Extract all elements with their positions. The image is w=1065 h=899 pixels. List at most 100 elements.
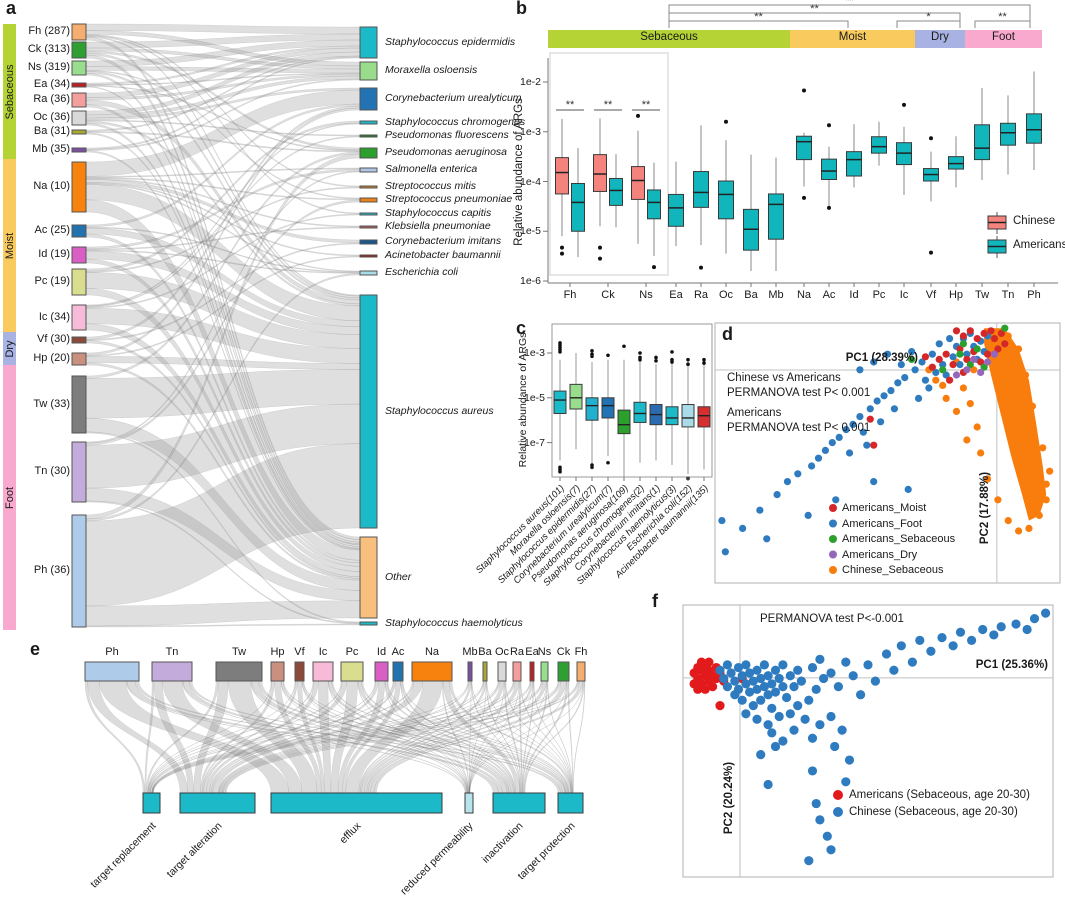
e-site-node-Ra <box>512 661 522 682</box>
f-point-Chinese <box>722 682 733 692</box>
c-box <box>601 397 615 419</box>
b-sig-stars: ** <box>754 11 763 23</box>
f-point-Chinese <box>733 662 744 673</box>
sankey-node-Ic <box>71 304 87 331</box>
f-point-Chinese <box>804 695 814 705</box>
b-box <box>668 193 684 227</box>
d-point-Americans_Foot <box>863 441 871 449</box>
f-point-Chinese <box>907 657 918 667</box>
c-plot-border <box>551 323 713 478</box>
f-point-Chinese <box>881 649 892 659</box>
f-point-Chinese <box>793 665 803 675</box>
c-outlier <box>654 359 658 363</box>
b-box <box>1026 113 1042 144</box>
d-point-Americans_Foot <box>956 361 964 369</box>
c-box <box>617 409 631 435</box>
d-point-Chinese_Sebaceous <box>963 436 971 444</box>
c-outlier <box>638 357 642 362</box>
sankey-node-oth <box>359 536 378 619</box>
b-box <box>609 178 623 206</box>
f-point-Chinese <box>804 856 814 866</box>
d-point-Americans_Moist <box>956 345 964 353</box>
d-point-Americans_Moist <box>963 355 971 363</box>
b-sig-bracket <box>668 20 849 28</box>
d-point-Chinese_Sebaceous <box>959 384 968 392</box>
b-outlier <box>827 205 831 210</box>
c-outlier <box>622 344 626 349</box>
d-point-Chinese_Sebaceous <box>1042 496 1050 504</box>
d-point-Americans_Dry <box>977 368 985 376</box>
c-outlier <box>702 357 706 362</box>
d-point-Americans_Foot <box>904 485 912 493</box>
f-point-Chinese <box>815 815 825 825</box>
f-point-Chinese <box>733 684 744 694</box>
b-outlier <box>902 102 906 107</box>
e-site-node-Fh <box>576 661 586 682</box>
f-point-Chinese <box>767 728 777 738</box>
sankey-node-ure <box>359 87 378 111</box>
b-band <box>915 30 965 48</box>
f-point-Chinese <box>807 766 818 776</box>
b-outlier <box>802 88 806 93</box>
d-point-Chinese_Sebaceous <box>939 381 947 389</box>
f-point-Americans <box>700 660 710 670</box>
sankey-node-Fh <box>71 23 87 41</box>
b-sig-stars: ** <box>845 0 854 7</box>
d-point-Americans_Foot <box>842 426 850 434</box>
d-point-Americans_Foot <box>859 428 867 436</box>
d-point-Americans_Foot <box>918 358 926 366</box>
b-box <box>571 182 585 232</box>
b-outlier <box>560 251 564 256</box>
f-point-Chinese <box>830 741 840 752</box>
sankey-node-Vf <box>71 336 87 344</box>
f-point-Chinese <box>756 695 766 705</box>
b-pair-sig-stars: ** <box>604 99 613 111</box>
site-group-band <box>3 24 16 159</box>
f-point-Chinese <box>844 755 855 765</box>
f-point-Chinese <box>741 709 751 719</box>
d-point-Americans_Foot <box>721 548 729 556</box>
b-box <box>821 158 837 181</box>
d-point-Americans_Foot <box>756 506 764 514</box>
b-outlier <box>929 250 933 255</box>
b-outlier <box>652 265 656 270</box>
e-site-node-Tw <box>215 661 263 682</box>
f-point-Chinese <box>863 660 873 670</box>
d-point-Americans_Moist <box>928 363 936 371</box>
b-highlight-box <box>549 52 669 276</box>
d-point-Americans_Moist <box>997 329 1005 337</box>
d-point-Americans_Moist <box>921 353 930 361</box>
d-point-Americans_Dry <box>963 366 971 374</box>
d-point-Americans_Foot <box>763 535 771 543</box>
d-point-Americans_Moist <box>980 329 988 337</box>
e-site-node-Hp <box>270 661 285 682</box>
f-point-Chinese <box>722 660 733 670</box>
f-point-Chinese <box>763 779 773 790</box>
b-box <box>718 180 734 220</box>
d-point-Chinese_Sebaceous <box>1021 371 1030 379</box>
b-outlier <box>560 245 564 250</box>
d-legend-dot <box>829 566 837 574</box>
b-box <box>846 151 862 177</box>
f-point-Chinese <box>748 701 758 711</box>
d-point-Americans_Foot <box>942 371 950 379</box>
sankey-node-Ea <box>71 82 87 88</box>
sankey-node-eco <box>359 270 378 276</box>
d-border <box>714 322 1061 584</box>
d-point-Americans_Sebaceous <box>980 363 988 371</box>
f-point-Chinese <box>819 673 829 684</box>
e-mechanism-node <box>142 792 161 814</box>
f-point-Americans <box>708 682 718 692</box>
f-point-Chinese <box>793 701 803 711</box>
sankey-node-cap <box>359 212 378 216</box>
b-box <box>1000 122 1016 146</box>
f-point-Chinese <box>759 682 770 692</box>
e-site-node-Oc <box>497 661 507 682</box>
f-point-Chinese <box>848 671 858 681</box>
d-point-Americans_Sebaceous <box>959 340 968 348</box>
d-point-Americans_Foot <box>832 496 840 504</box>
e-site-node-Id <box>374 661 389 682</box>
sankey-node-Na <box>71 161 87 213</box>
d-point-Americans_Moist <box>946 376 954 384</box>
